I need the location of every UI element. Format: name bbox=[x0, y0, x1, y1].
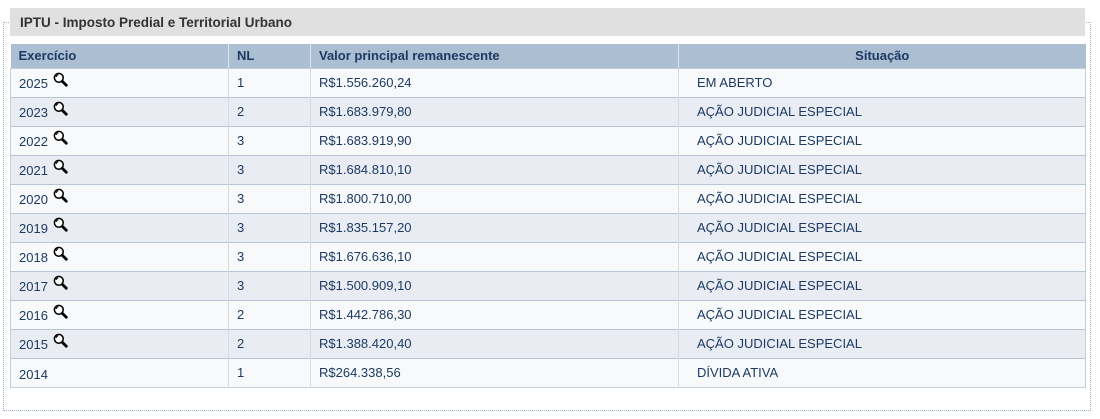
situacao-cell: AÇÃO JUDICIAL ESPECIAL bbox=[678, 328, 1086, 358]
nl-cell: 2 bbox=[228, 328, 311, 358]
magnifier-icon[interactable] bbox=[52, 274, 69, 291]
table-row: 2022 3 R$1.683.919,90 AÇÃO JUDICIAL ESPECIA… bbox=[10, 125, 1086, 155]
magnifier-icon[interactable] bbox=[52, 187, 69, 204]
valor-cell: R$1.683.979,80 bbox=[310, 96, 679, 126]
nl-cell: 1 bbox=[228, 357, 311, 387]
iptu-table-container: Exercício NL Valor principal remanescent… bbox=[10, 44, 1086, 388]
nl-cell: 3 bbox=[228, 154, 311, 184]
valor-cell: R$1.683.919,90 bbox=[310, 125, 679, 155]
exercicio-cell: 2025 bbox=[10, 68, 229, 97]
column-header-valor: Valor principal remanescente bbox=[310, 44, 679, 69]
nl-cell: 3 bbox=[228, 183, 311, 213]
valor-cell: R$1.388.420,40 bbox=[310, 328, 679, 358]
valor-cell: R$264.338,56 bbox=[310, 357, 679, 387]
table-row: 2025 1 R$1.556.260,24 EM ABERTO bbox=[10, 68, 1086, 97]
magnifier-icon[interactable] bbox=[52, 216, 69, 233]
exercicio-cell: 2015 bbox=[10, 328, 229, 358]
panel-title: IPTU - Imposto Predial e Territorial Urb… bbox=[10, 8, 1085, 36]
situacao-cell: AÇÃO JUDICIAL ESPECIAL bbox=[678, 241, 1086, 271]
exercicio-cell: 2023 bbox=[10, 96, 229, 126]
valor-cell: R$1.684.810,10 bbox=[310, 154, 679, 184]
table-row: 2018 3 R$1.676.636,10 AÇÃO JUDICIAL ESPECIA… bbox=[10, 241, 1086, 271]
table-row: 2021 3 R$1.684.810,10 AÇÃO JUDICIAL ESPECIA… bbox=[10, 154, 1086, 184]
exercicio-value: 2017 bbox=[19, 278, 48, 294]
column-header-exercicio: Exercício bbox=[10, 44, 229, 69]
situacao-cell: AÇÃO JUDICIAL ESPECIAL bbox=[678, 270, 1086, 300]
exercicio-cell: 2022 bbox=[10, 125, 229, 155]
situacao-cell: EM ABERTO bbox=[697, 75, 773, 90]
nl-cell: 2 bbox=[228, 96, 311, 126]
exercicio-value: 2016 bbox=[19, 307, 48, 323]
situacao-cell: AÇÃO JUDICIAL ESPECIAL bbox=[678, 299, 1086, 329]
exercicio-cell: 2018 bbox=[10, 241, 229, 271]
exercicio-value: 2015 bbox=[19, 336, 48, 352]
magnifier-icon[interactable] bbox=[52, 71, 69, 88]
table-row: 2014 1 R$264.338,56 DÍVIDA ATIVA bbox=[10, 357, 1086, 387]
situacao-cell: AÇÃO JUDICIAL ESPECIAL bbox=[678, 212, 1086, 242]
exercicio-cell: 2016 bbox=[10, 299, 229, 329]
nl-cell: 3 bbox=[228, 212, 311, 242]
magnifier-icon[interactable] bbox=[52, 129, 69, 146]
exercicio-value: 2022 bbox=[19, 133, 48, 149]
exercicio-cell: 2017 bbox=[10, 270, 229, 300]
nl-cell: 1 bbox=[228, 68, 311, 97]
table-row: 2017 3 R$1.500.909,10 AÇÃO JUDICIAL ESPECIA… bbox=[10, 270, 1086, 300]
exercicio-value: 2020 bbox=[19, 191, 48, 207]
table-row: 2019 3 R$1.835.157,20 AÇÃO JUDICIAL ESPECIA… bbox=[10, 212, 1086, 242]
exercicio-cell: 2020 bbox=[10, 183, 229, 213]
magnifier-icon[interactable] bbox=[52, 332, 69, 349]
exercicio-cell: 2014 bbox=[10, 357, 229, 387]
exercicio-cell: 2019 bbox=[10, 212, 229, 242]
valor-cell: R$1.676.636,10 bbox=[310, 241, 679, 271]
situacao-cell: AÇÃO JUDICIAL ESPECIAL bbox=[678, 183, 1086, 213]
exercicio-value: 2025 bbox=[19, 75, 48, 91]
magnifier-icon[interactable] bbox=[52, 100, 69, 117]
column-header-nl: NL bbox=[228, 44, 311, 69]
table-header-row: Exercício NL Valor principal remanescent… bbox=[10, 44, 1086, 69]
magnifier-icon[interactable] bbox=[52, 303, 69, 320]
situacao-cell: AÇÃO JUDICIAL ESPECIAL bbox=[678, 125, 1086, 155]
iptu-table: Exercício NL Valor principal remanescent… bbox=[10, 44, 1086, 388]
exercicio-value: 2021 bbox=[19, 162, 48, 178]
exercicio-cell: 2021 bbox=[10, 154, 229, 184]
nl-cell: 2 bbox=[228, 299, 311, 329]
table-row: 2015 2 R$1.388.420,40 AÇÃO JUDICIAL ESPECIA… bbox=[10, 328, 1086, 358]
nl-cell: 3 bbox=[228, 125, 311, 155]
valor-cell: R$1.500.909,10 bbox=[310, 270, 679, 300]
situacao-cell: AÇÃO JUDICIAL ESPECIAL bbox=[678, 96, 1086, 126]
situacao-cell: DÍVIDA ATIVA bbox=[678, 357, 1086, 387]
valor-cell: R$1.800.710,00 bbox=[310, 183, 679, 213]
exercicio-value: 2018 bbox=[19, 249, 48, 265]
magnifier-icon[interactable] bbox=[52, 245, 69, 262]
exercicio-value: 2014 bbox=[19, 367, 48, 382]
magnifier-icon[interactable] bbox=[52, 158, 69, 175]
valor-cell: R$1.835.157,20 bbox=[310, 212, 679, 242]
exercicio-value: 2023 bbox=[19, 104, 48, 120]
valor-cell: R$1.556.260,24 bbox=[310, 68, 679, 97]
situacao-cell: AÇÃO JUDICIAL ESPECIAL bbox=[678, 154, 1086, 184]
table-row: 2016 2 R$1.442.786,30 AÇÃO JUDICIAL ESPECIA… bbox=[10, 299, 1086, 329]
nl-cell: 3 bbox=[228, 241, 311, 271]
valor-cell: R$1.442.786,30 bbox=[310, 299, 679, 329]
nl-cell: 3 bbox=[228, 270, 311, 300]
column-header-situacao: Situação bbox=[678, 44, 1086, 69]
table-row: 2023 2 R$1.683.979,80 AÇÃO JUDICIAL ESPECIA… bbox=[10, 96, 1086, 126]
table-row: 2020 3 R$1.800.710,00 AÇÃO JUDICIAL ESPECIA… bbox=[10, 183, 1086, 213]
exercicio-value: 2019 bbox=[19, 220, 48, 236]
